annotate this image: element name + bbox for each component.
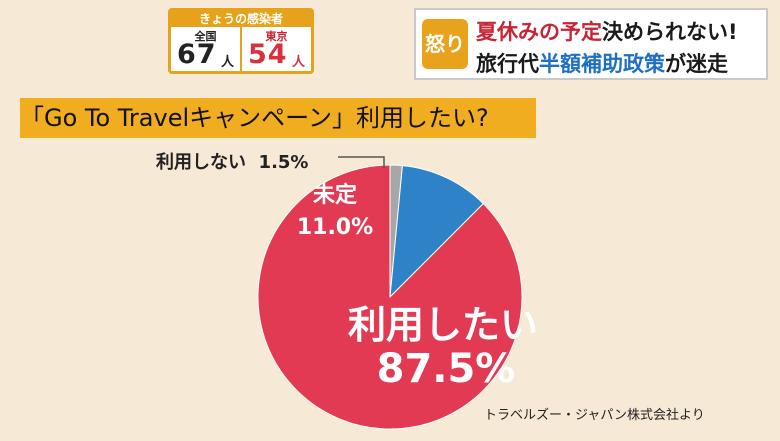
slice-undecided <box>389 165 485 299</box>
use-label: 利用したい <box>348 303 538 347</box>
not-use-label: 利用しない 1.5% <box>156 148 308 174</box>
headline-line2-blue: 半額補助政策 <box>539 52 665 76</box>
national-count-cell: 全国 67 人 <box>171 27 240 71</box>
tokyo-label: 東京 <box>265 30 288 43</box>
national-unit: 人 <box>220 55 234 70</box>
source-credit: トラベルズー・ジャパン株式会社より <box>484 408 705 423</box>
undecided-value: 11.0% <box>297 215 373 240</box>
use-value: 87.5% <box>377 346 516 392</box>
question-bar: 「Go To Travelキャンペーン」利用したい? <box>20 98 536 138</box>
headline-line1: 夏休みの予定決められない! <box>476 16 738 46</box>
tokyo-count-cell: 東京 54 人 <box>242 27 311 71</box>
national-count: 67 <box>177 39 217 70</box>
not-use-label-value: 1.5% <box>258 152 309 173</box>
national-label: 全国 <box>194 30 217 43</box>
undecided-label: 未定 <box>313 182 357 208</box>
anger-badge: 怒り <box>422 19 468 69</box>
headline-line1-dark: 決められない! <box>602 20 738 44</box>
not-use-leader-line <box>338 156 385 168</box>
headline-line2: 旅行代半額補助政策が迷走 <box>476 48 728 78</box>
infection-count-title: きょうの感染者 <box>198 12 283 26</box>
headline-box: 怒り 夏休みの予定決められない! 旅行代半額補助政策が迷走 <box>414 8 768 80</box>
headline-line2-b: が迷走 <box>665 52 728 76</box>
infection-count-box: きょうの感染者 全国 67 人 東京 54 人 <box>168 8 314 74</box>
headline-line2-a: 旅行代 <box>476 52 539 76</box>
tokyo-unit: 人 <box>291 55 305 70</box>
chart-title: 「Go To Travelキャンペーン」利用したい? <box>20 104 489 132</box>
slice-use <box>257 164 523 430</box>
headline-line1-red: 夏休みの予定 <box>476 20 602 44</box>
tokyo-count: 54 <box>248 39 288 70</box>
not-use-label-text: 利用しない <box>156 152 246 173</box>
